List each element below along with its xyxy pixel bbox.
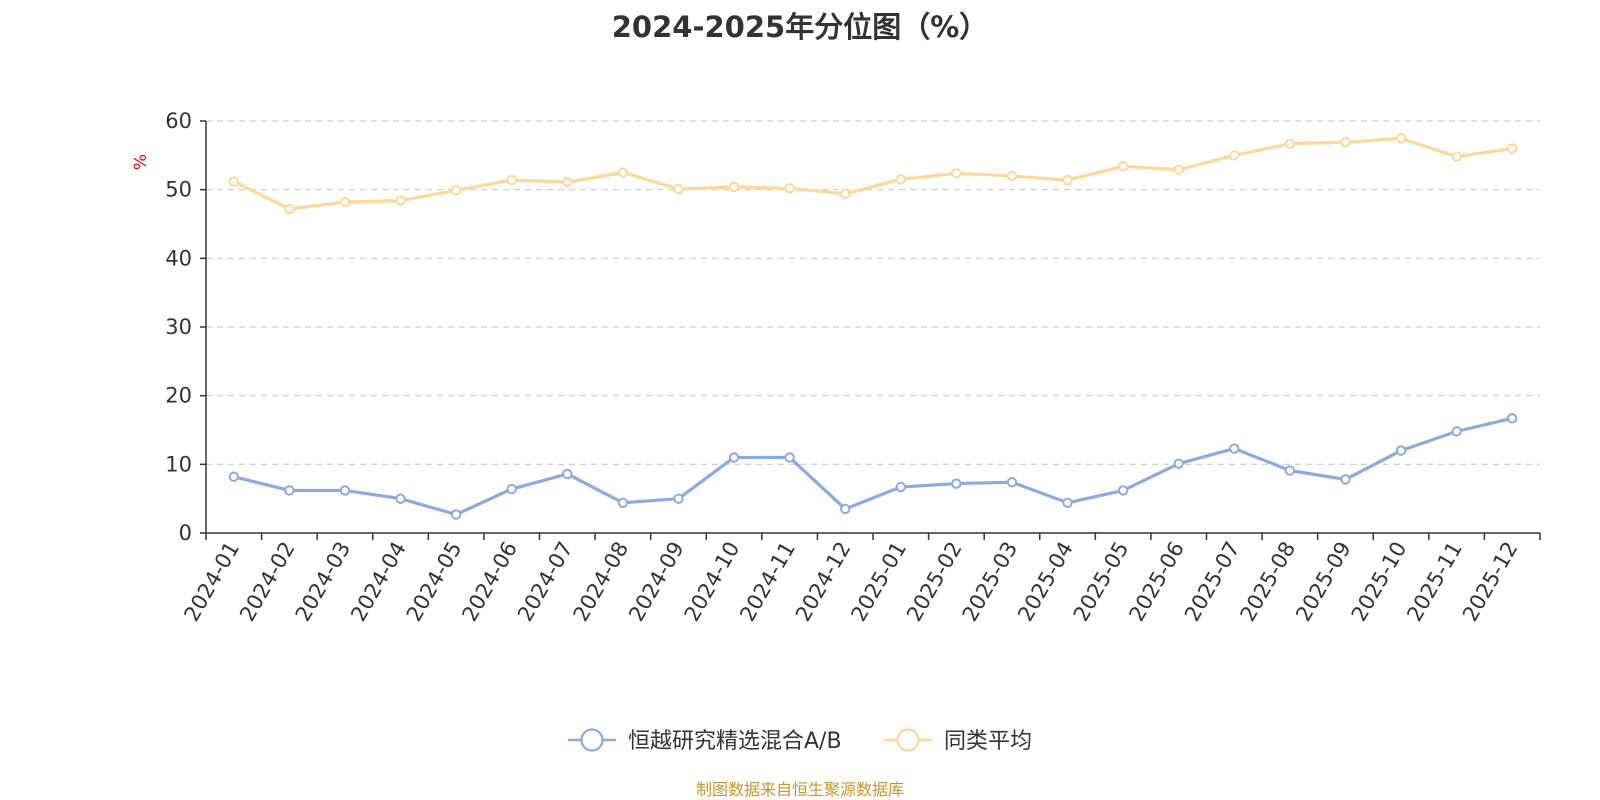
data-point [1062,497,1073,508]
data-point [506,483,517,495]
data-point [728,181,740,193]
data-point [1507,143,1518,154]
y-tick-label: 40 [165,246,192,270]
x-tick-labels: 2024-012024-022024-032024-042024-052024-… [179,538,1522,626]
x-tick-label: 2025-03 [958,538,1023,626]
y-tick-label: 20 [165,384,192,408]
data-point [1006,170,1018,182]
data-point [784,183,795,194]
series-line [233,136,1513,211]
data-point [673,183,684,195]
x-tick-label: 2024-05 [402,538,467,626]
data-point [395,195,406,206]
data-point [1173,458,1184,469]
data-point [228,176,239,187]
axes [200,120,1541,540]
data-point [895,174,906,185]
legend-item-2[interactable]: 同类平均 [884,728,1032,754]
series-1 [228,413,1518,520]
data-point [617,497,629,508]
x-tick-label: 2025-10 [1347,538,1412,626]
data-point [1229,443,1240,454]
data-point [1062,174,1073,186]
data-point [450,185,462,196]
data-point [840,503,851,515]
legend-label: 恒越研究精选混合A/B [628,729,842,754]
y-axis-label: % [131,154,151,170]
x-tick-label: 2024-01 [179,538,244,626]
data-point [1006,476,1018,488]
data-point [339,485,351,496]
y-tick-label: 10 [165,452,192,476]
data-point [1451,151,1462,162]
data-point [1507,413,1518,424]
x-tick-label: 2024-09 [624,538,689,626]
data-point [562,468,573,480]
data-point [895,481,906,493]
x-tick-label: 2024-02 [235,538,300,626]
x-tick-label: 2024-10 [680,538,745,626]
data-point [506,174,517,186]
x-tick-label: 2024-11 [735,538,800,626]
x-tick-label: 2025-02 [902,538,967,626]
data-point [1173,164,1184,175]
data-source-note: 制图数据来自恒生聚源数据库 [695,780,904,799]
y-tick-label: 60 [165,109,192,133]
legend[interactable]: 恒越研究精选混合A/B 同类平均 [568,728,1032,754]
data-point [339,196,351,208]
x-tick-label: 2025-07 [1180,538,1245,626]
data-point [1395,132,1407,144]
data-point [1284,138,1296,149]
series-line [233,416,1513,517]
data-point [951,478,962,489]
data-point [1340,474,1351,485]
data-point [673,493,684,504]
x-tick-label: 2024-04 [346,538,411,626]
x-tick-label: 2024-06 [457,538,522,626]
data-point [228,471,239,482]
data-point [1117,485,1129,496]
x-tick-label: 2025-12 [1458,538,1523,626]
data-point [284,203,295,215]
x-tick-label: 2024-03 [291,538,356,626]
x-tick-label: 2024-07 [513,538,578,626]
series-lines [228,132,1518,520]
y-tick-label: 50 [165,178,192,202]
legend-marker-icon [580,728,604,752]
legend-marker-icon [896,728,920,752]
data-point [840,188,851,199]
y-tick-label: 30 [165,315,192,339]
x-tick-label: 2024-08 [569,538,634,626]
data-point [617,167,629,178]
chart-title: 2024-2025年分位图（%） [611,10,989,44]
x-tick-label: 2025-06 [1124,538,1189,626]
x-tick-label: 2025-01 [846,538,911,626]
legend-item-1[interactable]: 恒越研究精选混合A/B [568,728,842,754]
data-point [1340,137,1351,148]
data-point [450,509,462,520]
x-tick-label: 2025-08 [1236,538,1301,626]
data-point [1451,426,1462,437]
x-tick-label: 2025-05 [1069,538,1134,626]
y-tick-label: 0 [179,521,192,545]
y-tick-labels: 0 10 20 30 40 50 60 [165,109,192,545]
x-tick-label: 2025-11 [1402,538,1467,626]
grid-lines [206,120,1540,465]
legend-label: 同类平均 [944,729,1032,754]
data-point [284,485,295,496]
x-tick-label: 2025-04 [1013,538,1078,626]
data-point [951,167,962,179]
data-point [1117,161,1129,172]
data-point [562,176,573,188]
x-tick-label: 2025-09 [1291,538,1356,626]
data-point [728,452,740,463]
x-tick-label: 2024-12 [791,538,856,626]
data-point [1284,465,1296,476]
data-point [395,493,406,504]
data-point [1229,150,1240,161]
data-point [1395,445,1407,456]
data-point [784,452,795,463]
series-2 [228,132,1518,215]
